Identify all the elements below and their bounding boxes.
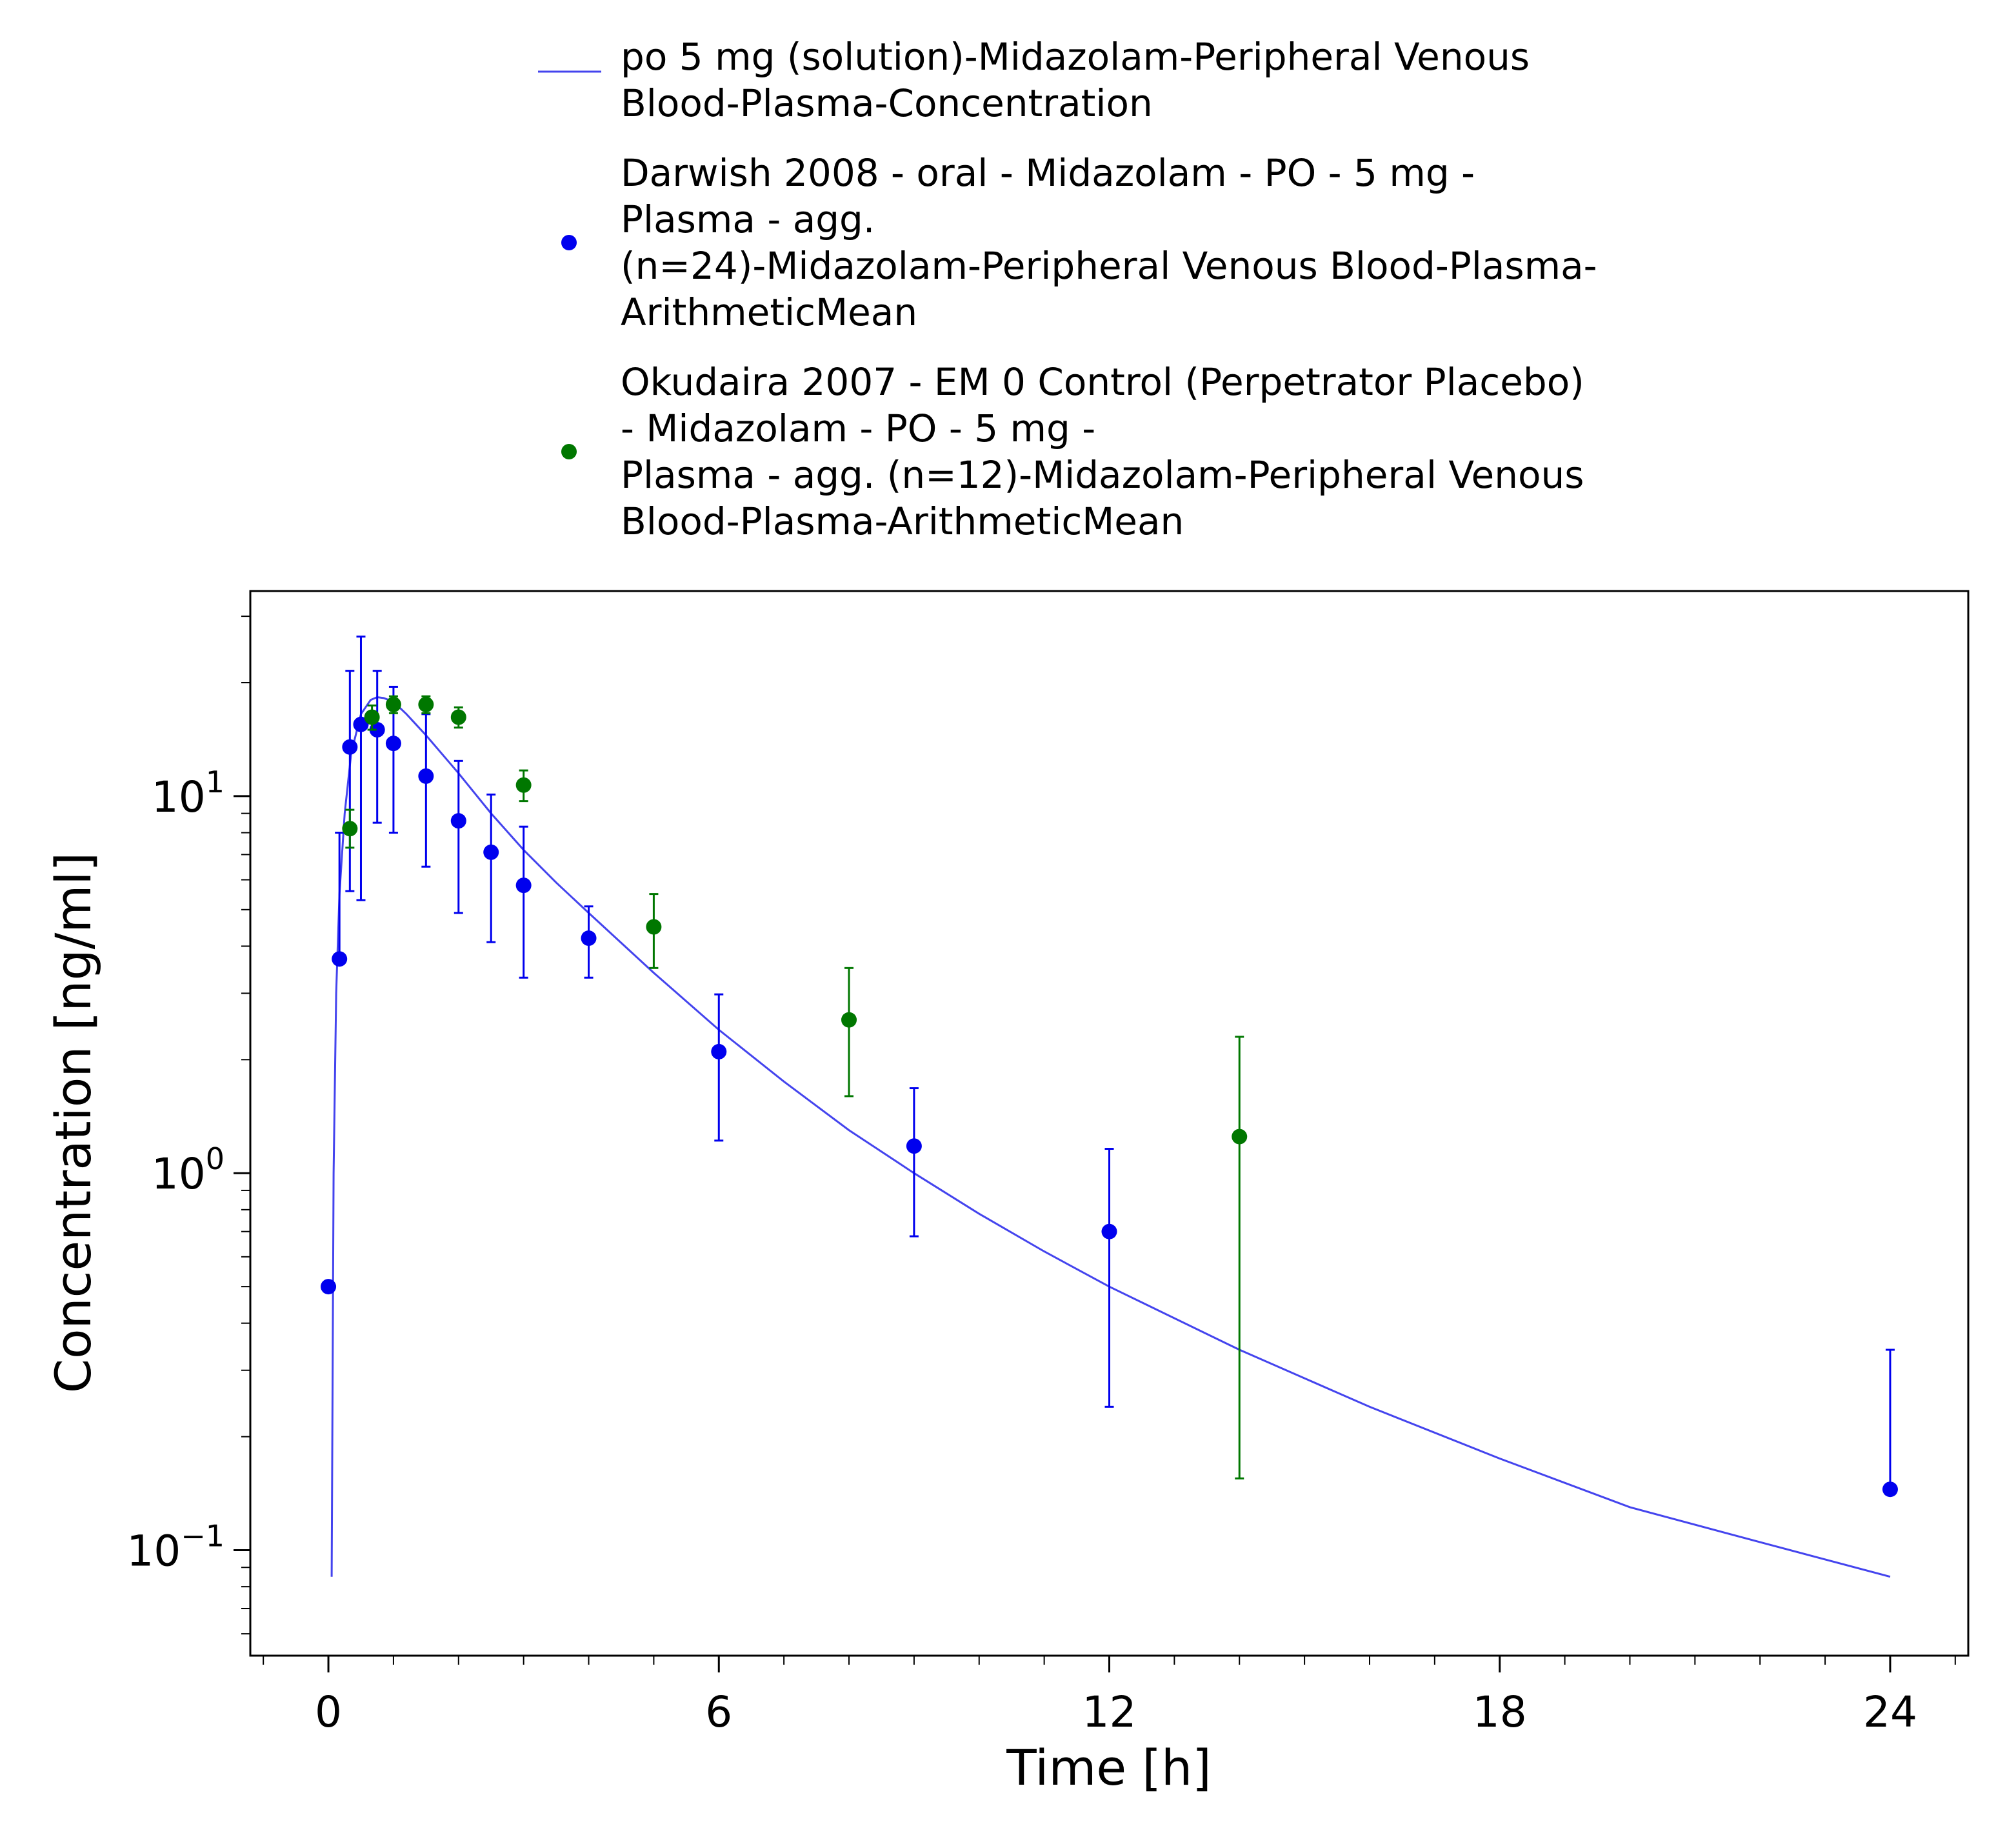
data-point [450, 813, 466, 829]
data-point [1882, 1481, 1898, 1498]
data-point [369, 722, 385, 738]
legend-label: Plasma - agg. [621, 197, 875, 241]
data-point [906, 1138, 922, 1154]
x-tick-label: 6 [705, 1687, 732, 1737]
data-point [515, 878, 532, 894]
data-point [342, 821, 358, 837]
y-tick-label: 100 [152, 1141, 225, 1199]
x-tick-label: 18 [1473, 1687, 1527, 1737]
y-tick-exponent: 0 [206, 1141, 225, 1176]
y-tick-base: 10 [126, 1526, 181, 1576]
legend-label: Blood-Plasma-Concentration [621, 81, 1153, 125]
y-tick-base: 10 [152, 1149, 206, 1199]
data-point [841, 1012, 857, 1028]
series-layer [321, 636, 1898, 1578]
data-point [515, 777, 532, 793]
data-point [581, 930, 597, 947]
legend-label: ArithmeticMean [621, 290, 917, 334]
data-point [342, 739, 358, 755]
x-tick-label: 24 [1863, 1687, 1917, 1737]
y-tick-exponent: 1 [206, 765, 225, 799]
data-point [1232, 1129, 1248, 1145]
y-tick-base: 10 [152, 772, 206, 822]
legend-label: Blood-Plasma-ArithmeticMean [621, 499, 1184, 543]
data-point [1101, 1223, 1117, 1239]
data-point [321, 1279, 337, 1295]
data-point [418, 696, 434, 712]
x-axis-title: Time [h] [1006, 1739, 1212, 1796]
data-point [385, 736, 401, 752]
data-point [418, 768, 434, 784]
data-point [483, 844, 499, 860]
data-point [385, 696, 401, 712]
legend-label: (n=24)-Midazolam-Peripheral Venous Blood… [621, 244, 1597, 288]
data-point [646, 919, 662, 935]
data-point [711, 1043, 727, 1059]
legend-label: Plasma - agg. (n=12)-Midazolam-Periphera… [621, 453, 1584, 497]
y-axis-title: Concentration [ng/ml] [45, 852, 102, 1393]
x-tick-label: 12 [1083, 1687, 1137, 1737]
data-point [332, 951, 348, 967]
x-axis: 0 6 12 18 24 [263, 1656, 1956, 1737]
legend: po 5 mg (solution)-Midazolam-Peripheral … [538, 35, 1597, 543]
legend-label: po 5 mg (solution)-Midazolam-Peripheral … [621, 35, 1530, 79]
y-tick-label: 10−1 [126, 1518, 225, 1576]
x-tick-label: 0 [315, 1687, 342, 1737]
data-point [353, 716, 369, 732]
data-point [450, 709, 466, 725]
data-point [364, 709, 380, 725]
y-tick-label: 101 [152, 765, 225, 822]
legend-label: Okudaira 2007 - EM 0 Control (Perpetrato… [621, 360, 1584, 404]
plot-area [249, 590, 1970, 1657]
y-tick-exponent: −1 [181, 1518, 225, 1553]
legend-swatch-marker [561, 444, 577, 459]
legend-label: Darwish 2008 - oral - Midazolam - PO - 5… [621, 151, 1475, 195]
legend-swatch-marker [561, 235, 577, 250]
legend-label: - Midazolam - PO - 5 mg - [621, 406, 1095, 450]
